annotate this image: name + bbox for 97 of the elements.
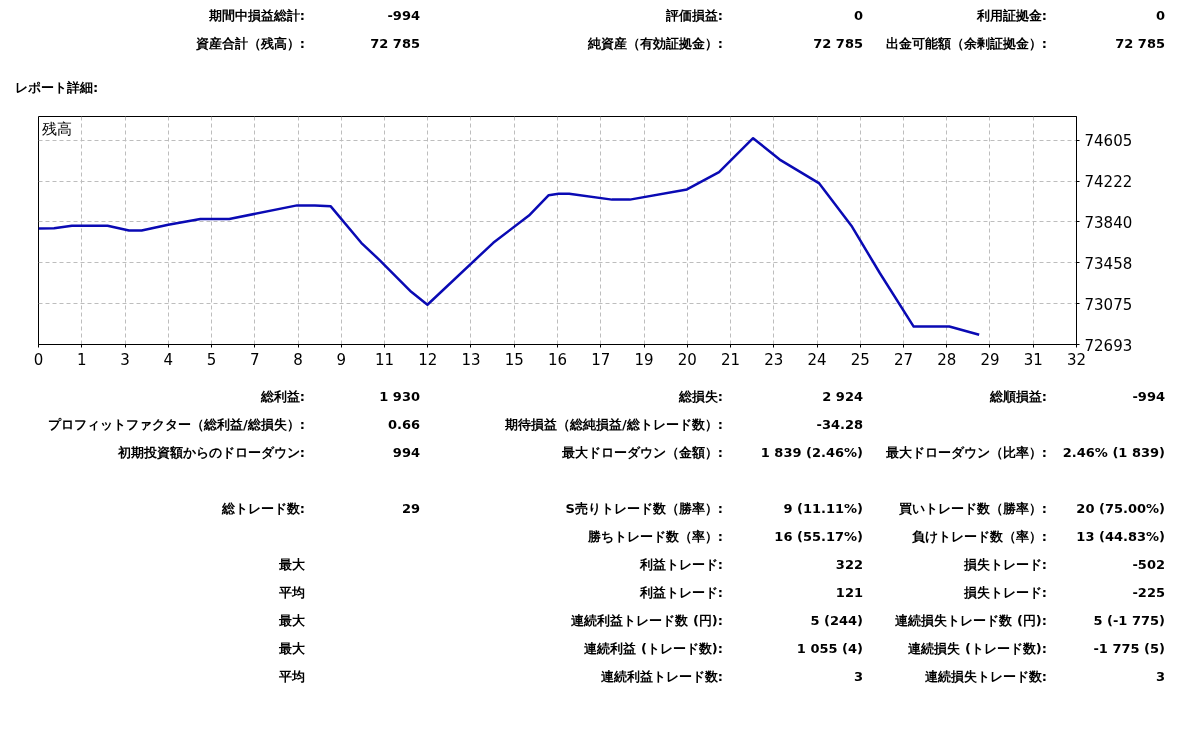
text: 連続利益トレード数 (円):: [570, 611, 723, 630]
x-tick-label: 8: [293, 350, 303, 369]
text: 0: [1154, 6, 1165, 25]
x-tick-label: 27: [893, 350, 914, 369]
text: 最大: [278, 555, 305, 574]
y-tick-label: 74605: [1084, 132, 1133, 151]
text: 損失トレード:: [962, 555, 1047, 574]
text: 322: [834, 555, 863, 574]
x-tick-label: 5: [206, 350, 217, 369]
x-tick-label: 19: [634, 350, 654, 369]
text: -994: [1131, 387, 1165, 406]
text: 1 839 (2.46%): [759, 443, 863, 462]
text: 純資産（有効証拠金）:: [586, 34, 723, 53]
text: 最大: [278, 611, 305, 630]
text: 連続利益 (トレード数):: [583, 639, 723, 658]
text: -502: [1131, 555, 1165, 574]
text: 利益トレード:: [638, 583, 723, 602]
y-tick-label: 73458: [1084, 254, 1133, 273]
text: S売りトレード数（勝率）:: [564, 499, 723, 518]
text: 9 (11.11%): [782, 499, 863, 518]
text: 最大: [278, 639, 305, 658]
text: -1 775 (5): [1092, 639, 1165, 658]
text: 72 785: [1114, 34, 1165, 53]
text: 総利益:: [259, 387, 305, 406]
text: 5 (-1 775): [1092, 611, 1165, 630]
x-tick-label: 21: [720, 350, 741, 369]
text: レポート詳細:: [14, 79, 99, 97]
text: -34.28: [815, 415, 863, 434]
text: 13 (44.83%): [1075, 527, 1165, 546]
x-tick-label: 11: [374, 350, 395, 369]
text: 資産合計（残高）:: [194, 34, 305, 53]
x-tick-label: 23: [764, 350, 784, 369]
text: 3: [1154, 667, 1165, 686]
x-tick-label: 25: [850, 350, 870, 369]
text: 72 785: [369, 34, 420, 53]
x-tick-label: 15: [504, 350, 524, 369]
text: 1 055 (4): [795, 639, 863, 658]
text: 29: [400, 499, 420, 518]
chart-title: 残高: [41, 119, 72, 138]
y-tick-label: 74222: [1084, 173, 1133, 192]
text: 買いトレード数（勝率）:: [897, 499, 1047, 518]
y-tick-label: 72693: [1084, 336, 1133, 355]
x-tick-label: 31: [1023, 350, 1043, 369]
x-tick-label: 4: [163, 350, 174, 369]
x-tick-label: 3: [120, 350, 130, 369]
text: 連続利益トレード数:: [599, 667, 723, 686]
text: 0.66: [386, 415, 420, 434]
text: 72 785: [812, 34, 863, 53]
x-tick-label: 9: [336, 350, 347, 369]
text: 総損失:: [677, 387, 723, 406]
text: 5 (244): [809, 611, 863, 630]
text: 16 (55.17%): [773, 527, 863, 546]
text: 平均: [278, 667, 305, 686]
x-tick-label: 32: [1066, 350, 1087, 369]
x-tick-label: 7: [249, 350, 260, 369]
text: 出金可能額（余剰証拠金）:: [884, 34, 1047, 53]
x-tick-label: 12: [418, 350, 438, 369]
x-tick-label: 16: [547, 350, 568, 369]
text: -994: [386, 6, 420, 25]
text: 負けトレード数（率）:: [910, 527, 1047, 546]
y-tick-label: 73075: [1084, 295, 1133, 314]
text: 連続損失トレード数:: [923, 667, 1047, 686]
x-tick-label: 24: [807, 350, 827, 369]
x-tick-label: 29: [980, 350, 1000, 369]
text: 2 924: [821, 387, 863, 406]
text: 連続損失 (トレード数):: [907, 639, 1047, 658]
text: 評価損益:: [664, 6, 723, 25]
text: 121: [834, 583, 863, 602]
x-tick-label: 13: [461, 350, 481, 369]
text: 期待損益（総純損益/総トレード数）:: [504, 415, 723, 434]
text: 2.46% (1 839): [1061, 443, 1165, 462]
text: プロフィットファクター（総利益/総損失）:: [47, 415, 305, 434]
text: 初期投資額からのドローダウン:: [116, 443, 305, 462]
text: 総順損益:: [988, 387, 1047, 406]
text: 利益トレード:: [638, 555, 723, 574]
text: 期間中損益総計:: [207, 6, 305, 25]
x-tick-label: 0: [33, 350, 44, 369]
text: 最大ドローダウン（比率）:: [884, 443, 1047, 462]
x-tick-label: 20: [677, 350, 697, 369]
text: 3: [852, 667, 863, 686]
text: 勝ちトレード数（率）:: [586, 527, 723, 546]
text: 損失トレード:: [962, 583, 1047, 602]
text: 総トレード数:: [220, 499, 305, 518]
x-tick-label: 17: [591, 350, 611, 369]
text: 1 930: [378, 387, 420, 406]
text: 0: [852, 6, 863, 25]
text: 994: [391, 443, 420, 462]
line-series: [38, 136, 981, 336]
text: 最大ドローダウン（金額）:: [560, 443, 723, 462]
x-tick-label: 1: [76, 350, 87, 369]
text: 利用証拠金:: [975, 6, 1047, 25]
text: 平均: [278, 583, 305, 602]
text: -225: [1131, 583, 1165, 602]
x-tick-label: 28: [937, 350, 957, 369]
y-tick-label: 73840: [1084, 213, 1133, 232]
text: 20 (75.00%): [1075, 499, 1165, 518]
text: 連続損失トレード数 (円):: [894, 611, 1047, 630]
